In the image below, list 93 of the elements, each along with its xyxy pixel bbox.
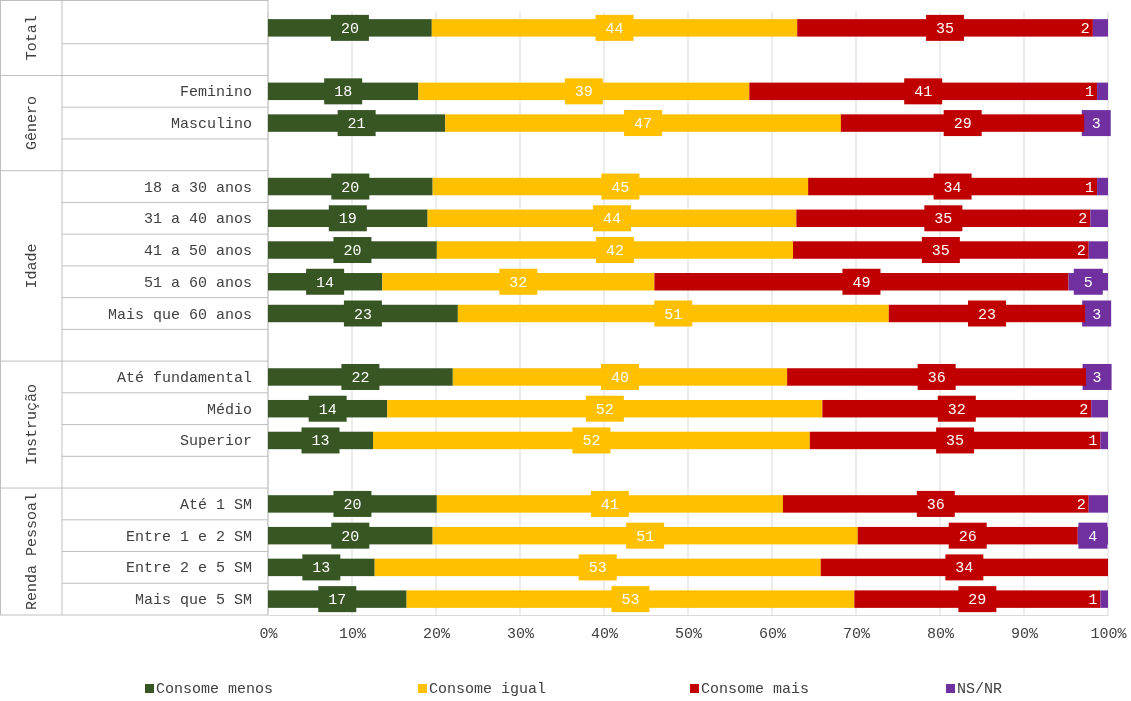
legend-label: Consome mais (701, 681, 810, 698)
data-label: 23 (353, 306, 372, 324)
data-label: 53 (588, 560, 607, 578)
x-tick-label: 30% (506, 625, 535, 643)
y-tick-label: Superior (179, 433, 252, 451)
data-label: 52 (582, 433, 601, 451)
data-label: 20 (343, 243, 362, 261)
text: Renda Pessoal (24, 493, 41, 611)
data-label: 44 (602, 211, 621, 229)
data-label: 41 (600, 496, 619, 514)
data-label: 51 (636, 528, 655, 546)
data-label: 23 (978, 306, 997, 324)
data-label: 35 (936, 20, 955, 38)
data-label: 52 (595, 401, 614, 419)
data-label: 47 (634, 116, 653, 134)
y-tick-label: Mais que 60 anos (107, 306, 252, 324)
data-label: 2 (1079, 401, 1089, 419)
data-label: 1 (1085, 84, 1095, 102)
x-tick-label: 10% (338, 625, 367, 643)
y-tick-label: Entre 1 e 2 SM (125, 528, 252, 546)
x-tick-label: 20% (422, 625, 451, 643)
data-label: 26 (958, 528, 977, 546)
data-label: 22 (351, 369, 370, 387)
data-label: 3 (1092, 369, 1102, 387)
data-label: 2 (1080, 20, 1090, 38)
data-label: 53 (621, 592, 640, 610)
data-label: 20 (343, 496, 362, 514)
data-label: 34 (943, 179, 962, 197)
data-label: 32 (947, 401, 966, 419)
data-label: 45 (611, 179, 630, 197)
x-tick-label: 40% (590, 625, 619, 643)
y-tick-label: Masculino (170, 116, 252, 134)
data-label: 39 (574, 84, 593, 102)
data-label: 42 (605, 243, 624, 261)
x-tick-label: 60% (758, 625, 787, 643)
y-tick-label: 41 a 50 anos (143, 243, 252, 261)
data-label: 21 (347, 116, 366, 134)
data-label: 3 (1091, 116, 1101, 134)
data-label: 2 (1076, 243, 1086, 261)
data-label: 1 (1088, 433, 1098, 451)
data-label: 51 (664, 306, 683, 324)
x-tick-label: 100% (1090, 625, 1128, 643)
data-label: 20 (340, 20, 359, 38)
data-label: 49 (852, 274, 871, 292)
data-label: 20 (341, 179, 360, 197)
y-tick-label: 31 a 40 anos (143, 211, 252, 229)
data-label: 36 (927, 369, 946, 387)
data-label: 3 (1092, 306, 1102, 324)
y-tick-label: Até fundamental (116, 369, 252, 387)
data-label: 40 (610, 369, 629, 387)
x-tick-label: 70% (842, 625, 871, 643)
x-tick-label: 50% (674, 625, 703, 643)
data-label: 18 (334, 84, 353, 102)
data-label: 19 (338, 211, 357, 229)
data-label: 44 (605, 20, 624, 38)
y-tick-label: Feminino (179, 84, 252, 102)
legend-label: Consome igual (429, 681, 547, 698)
legend-label: Consome menos (156, 681, 274, 698)
y-tick-label: 18 a 30 anos (143, 179, 252, 197)
data-label: 34 (955, 560, 974, 578)
data-label: 2 (1078, 211, 1088, 229)
data-label: 14 (316, 274, 335, 292)
data-label: 5 (1083, 274, 1093, 292)
y-tick-label: Mais que 5 SM (134, 592, 252, 610)
data-label: 17 (328, 592, 347, 610)
data-label: 35 (934, 211, 953, 229)
data-label: 20 (341, 528, 360, 546)
data-label: 14 (318, 401, 337, 419)
data-label: 1 (1088, 592, 1098, 610)
data-label: 41 (914, 84, 933, 102)
y-tick-label: Até 1 SM (179, 496, 252, 514)
legend-label: NS/NR (957, 681, 1003, 698)
data-label: 2 (1076, 496, 1086, 514)
y-tick-label: Entre 2 e 5 SM (125, 560, 252, 578)
data-label: 13 (312, 560, 331, 578)
text: Gênero (24, 96, 41, 151)
data-label: 13 (311, 433, 330, 451)
data-label: 36 (926, 496, 945, 514)
text: Instrução (24, 384, 41, 466)
data-label: 1 (1085, 179, 1095, 197)
data-label: 29 (968, 592, 987, 610)
data-label: 4 (1088, 528, 1098, 546)
text: Total (24, 15, 41, 61)
data-label: 35 (931, 243, 950, 261)
x-tick-label: 0% (259, 625, 279, 643)
data-label: 29 (953, 116, 972, 134)
text: Idade (24, 243, 41, 289)
x-tick-label: 90% (1010, 625, 1039, 643)
x-tick-label: 80% (926, 625, 955, 643)
data-label: 32 (509, 274, 528, 292)
y-tick-label: Médio (206, 401, 252, 419)
y-tick-label: 51 a 60 anos (143, 274, 252, 292)
data-label: 35 (946, 433, 965, 451)
